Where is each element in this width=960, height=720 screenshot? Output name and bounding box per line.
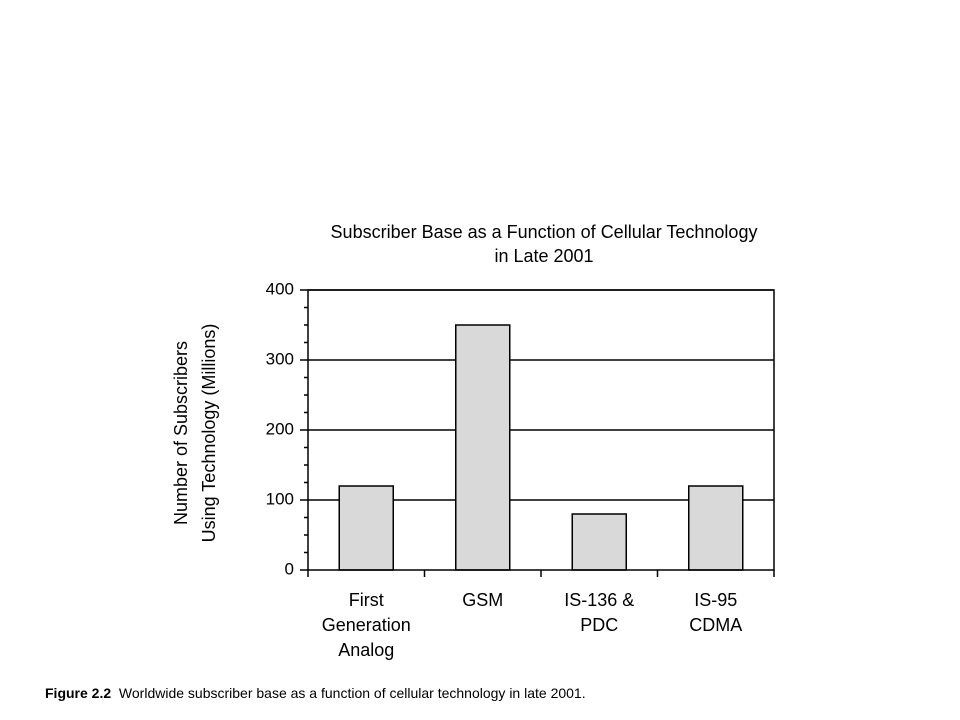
chart-title-line: in Late 2001 [494, 246, 593, 266]
y-tick-label: 300 [266, 349, 294, 368]
chart-title: Subscriber Base as a Function of Cellula… [331, 222, 758, 266]
x-tick-label: IS-136 & [564, 590, 634, 610]
y-tick-label: 400 [266, 279, 294, 298]
bars [338, 324, 744, 571]
chart-title-line: Subscriber Base as a Function of Cellula… [331, 222, 758, 242]
x-tick-label: PDC [580, 615, 618, 635]
bar-chart: Subscriber Base as a Function of Cellula… [171, 222, 775, 660]
x-tick-label: IS-95 [694, 590, 737, 610]
axes [300, 289, 775, 577]
caption-label: Figure 2.2 [45, 685, 112, 701]
bar [688, 485, 744, 571]
y-tick-label: 100 [266, 489, 294, 508]
x-tick-label: First [349, 590, 384, 610]
caption-text: Worldwide subscriber base as a function … [118, 685, 586, 701]
x-tick-label: GSM [462, 590, 503, 610]
y-tick-label: 0 [285, 559, 294, 578]
x-tick-label: CDMA [689, 615, 742, 635]
bar [455, 324, 511, 571]
x-tick-labels: First Generation Analog GSM IS-136 & PDC IS-95… [322, 590, 743, 660]
y-axis-label-line: Using Technology (Millions) [199, 324, 219, 543]
bar [338, 485, 394, 571]
y-axis-label-line: Number of Subscribers [171, 341, 191, 525]
x-tick-label: Analog [338, 640, 394, 660]
y-tick-labels: 0 100 200 300 400 [266, 279, 294, 578]
gridlines [308, 289, 774, 501]
y-axis-label: Number of Subscribers Using Technology (M… [171, 324, 219, 543]
y-tick-label: 200 [266, 419, 294, 438]
figure-caption: Figure 2.2 Worldwide subscriber base as … [45, 685, 586, 701]
x-tick-label: Generation [322, 615, 411, 635]
bar [571, 513, 627, 571]
